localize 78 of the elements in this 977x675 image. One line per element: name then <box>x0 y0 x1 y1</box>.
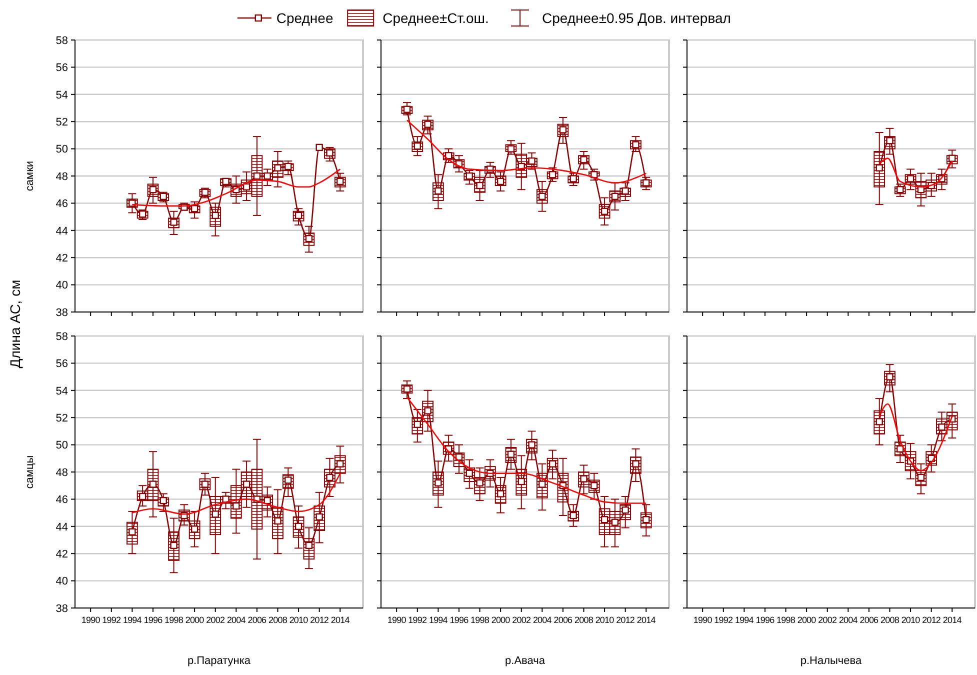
x-tick-label: 2002 <box>818 615 837 625</box>
x-tick-label: 2004 <box>532 615 552 625</box>
y-tick-label: 44 <box>56 521 68 534</box>
x-tick-label: 2014 <box>636 615 656 625</box>
x-tick-label: 1992 <box>408 615 427 625</box>
x-tick-label: 2014 <box>330 615 350 625</box>
y-tick-label: 56 <box>56 62 68 74</box>
x-axis-title: р.Налычева <box>800 655 863 667</box>
x-tick-label: 1994 <box>122 615 142 625</box>
x-tick-label: 1992 <box>102 615 121 625</box>
point <box>212 510 219 518</box>
legend-label: Среднее <box>276 10 334 26</box>
x-tick-label: 1994 <box>428 615 448 625</box>
x-axis-title: р.Паратунка <box>187 655 252 667</box>
x-tick-label: 2004 <box>226 615 246 625</box>
x-tick-label: 2006 <box>554 615 573 625</box>
x-tick-label: 2000 <box>491 615 510 625</box>
x-tick-label: 2010 <box>595 615 614 625</box>
y-tick-label: 38 <box>56 306 68 319</box>
y-axis-title: самки <box>24 160 36 192</box>
x-tick-label: 2010 <box>289 615 308 625</box>
x-tick-label: 2008 <box>268 615 288 625</box>
y-tick-label: 42 <box>56 548 68 560</box>
x-tick-label: 2012 <box>310 615 329 625</box>
text: Длина АС, см <box>7 280 23 368</box>
y-tick-label: 42 <box>56 252 68 264</box>
y-tick-label: 44 <box>56 225 68 238</box>
point <box>232 502 240 510</box>
x-tick-label: 1990 <box>387 615 406 625</box>
y-tick-label: 56 <box>56 358 68 370</box>
point <box>274 517 282 525</box>
x-tick-label: 2004 <box>838 615 858 625</box>
x-tick-label: 1998 <box>164 615 184 625</box>
y-tick-label: 46 <box>56 494 68 506</box>
x-tick-label: 2002 <box>206 615 225 625</box>
x-tick-label: 2008 <box>574 615 594 625</box>
y-tick-label: 58 <box>56 330 68 343</box>
y-tick-label: 40 <box>56 576 68 588</box>
x-tick-label: 2000 <box>797 615 816 625</box>
point <box>316 144 323 152</box>
y-tick-label: 58 <box>56 34 68 47</box>
x-tick-label: 2002 <box>512 615 531 625</box>
x-tick-label: 1996 <box>144 615 163 625</box>
x-tick-label: 1998 <box>470 615 490 625</box>
point <box>253 172 261 180</box>
y-axis-title: самцы <box>24 455 36 489</box>
legend-label: Среднее±Ст.ош. <box>382 10 489 26</box>
y-tick-label: 40 <box>56 280 68 292</box>
x-tick-label: 2010 <box>901 615 920 625</box>
text: Среднее±0.95 Дов. интервал <box>542 10 731 26</box>
y-tick-label: 50 <box>56 144 68 156</box>
x-tick-label: 1994 <box>734 615 754 625</box>
y-tick-label: 50 <box>56 440 68 452</box>
y-tick-label: 48 <box>56 466 68 479</box>
point <box>264 172 271 180</box>
x-axis-title: р.Авача <box>505 655 546 667</box>
x-tick-label: 1990 <box>81 615 100 625</box>
y-tick-label: 52 <box>56 116 68 128</box>
point <box>876 164 883 172</box>
x-tick-label: 2014 <box>942 615 962 625</box>
x-tick-label: 2000 <box>185 615 204 625</box>
x-tick-label: 2012 <box>616 615 635 625</box>
point <box>149 480 157 488</box>
y-tick-label: 54 <box>56 385 68 398</box>
y-tick-label: 54 <box>56 89 68 102</box>
x-tick-label: 1996 <box>756 615 775 625</box>
x-tick-label: 2006 <box>248 615 267 625</box>
x-tick-label: 1992 <box>714 615 733 625</box>
y-tick-label: 48 <box>56 170 68 183</box>
y-tick-label: 46 <box>56 198 68 210</box>
x-tick-label: 2008 <box>880 615 900 625</box>
x-tick-label: 1990 <box>693 615 712 625</box>
y-tick-label: 52 <box>56 412 68 424</box>
x-tick-label: 2006 <box>860 615 879 625</box>
x-tick-label: 2012 <box>922 615 941 625</box>
x-tick-label: 1998 <box>776 615 796 625</box>
x-tick-label: 1996 <box>450 615 469 625</box>
y-tick-label: 38 <box>56 602 68 615</box>
